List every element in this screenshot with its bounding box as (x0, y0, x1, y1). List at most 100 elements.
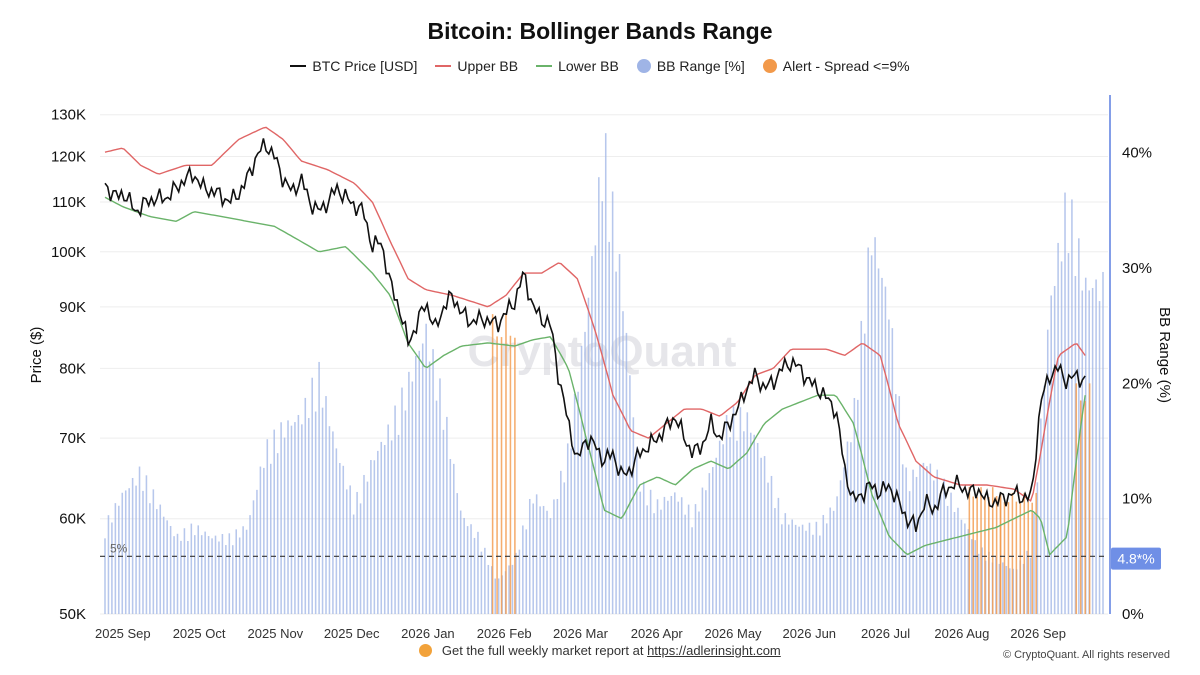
x-tick-label-4: 2026 Jan (401, 626, 455, 641)
bb-range-bar-279 (1067, 253, 1070, 614)
legend-item-2[interactable]: Lower BB (536, 58, 619, 74)
bb-range-bar-184 (739, 407, 742, 614)
bb-range-bar-181 (729, 437, 731, 614)
bb-range-bar-48 (269, 463, 272, 614)
bb-range-bar-179 (722, 444, 724, 614)
bb-range-bar-157 (646, 505, 648, 614)
bb-range-bar-177 (715, 457, 718, 614)
bb-range-bar-262 (1008, 568, 1011, 614)
bb-range-bar-17 (162, 516, 165, 614)
bb-range-bar-32 (214, 535, 217, 614)
x-tick-label-10: 2026 Jul (861, 626, 910, 641)
bb-range-bar-118 (511, 564, 514, 614)
bb-range-bar-243 (943, 478, 945, 614)
bb-range-bar-155 (639, 491, 642, 614)
bb-range-bar-261 (1005, 565, 1008, 614)
bb-range-bar-187 (749, 432, 752, 614)
bb-range-bar-104 (463, 517, 465, 614)
bb-range-bar-10 (138, 466, 141, 614)
bb-range-bar-16 (159, 504, 162, 614)
alert-bar-15 (999, 492, 1002, 614)
bb-range-bar-275 (1053, 285, 1056, 614)
bb-range-bar-83 (390, 440, 393, 614)
bb-range-bar-80 (380, 441, 383, 614)
bb-range-bar-117 (508, 565, 510, 614)
bb-range-bar-101 (453, 463, 455, 614)
bb-range-bar-221 (867, 247, 869, 614)
alert-bar-22 (1027, 501, 1030, 614)
legend-item-4[interactable]: Alert - Spread <=9% (762, 58, 910, 74)
bb-range-bar-79 (377, 450, 379, 614)
bb-range-bar-219 (860, 320, 863, 614)
legend-item-1[interactable]: Upper BB (435, 58, 518, 74)
bb-range-bar-86 (401, 387, 403, 614)
bb-range-bar-13 (149, 503, 151, 614)
bb-range-bar-204 (808, 522, 811, 614)
bb-range-bar-190 (760, 457, 762, 614)
bb-range-bar-210 (829, 507, 831, 614)
bb-range-bar-11 (142, 490, 144, 614)
bb-range-bar-224 (877, 268, 880, 614)
bb-range-bar-123 (528, 498, 531, 614)
y-axis-title: Price ($) (28, 327, 45, 384)
bb-range-bar-276 (1057, 242, 1059, 615)
bb-range-bar-35 (225, 545, 227, 614)
x-tick-label-12: 2026 Sep (1010, 626, 1066, 641)
x-tick-label-0: 2025 Sep (95, 626, 151, 641)
bb-range-bar-134 (566, 443, 569, 614)
bb-range-bar-163 (667, 500, 669, 614)
bb-range-bar-236 (919, 464, 921, 614)
bb-range-bar-174 (705, 490, 707, 614)
legend-item-3[interactable]: BB Range [%] (636, 58, 745, 74)
bb-range-bar-225 (881, 277, 883, 614)
bb-range-bar-131 (556, 498, 559, 614)
bb-range-bar-240 (933, 480, 935, 614)
bb-range-bar-270 (1036, 482, 1039, 614)
bb-range-bar-161 (660, 509, 662, 614)
bb-range-bar-43 (252, 500, 255, 614)
copyright: © CryptoQuant. All rights reserved (1002, 649, 1170, 661)
bb-range-bar-253 (977, 553, 980, 614)
footer-link[interactable]: https://adlerinsight.com (647, 643, 781, 658)
bb-range-bar-189 (756, 442, 759, 614)
legend-label-2: Lower BB (558, 58, 619, 74)
bb-range-bar-158 (649, 489, 652, 614)
legend-marker-3 (636, 59, 651, 73)
bb-range-bar-94 (428, 361, 431, 614)
alert-bar-12 (991, 487, 994, 614)
bb-range-bar-216 (850, 442, 852, 614)
bb-range-bar-78 (373, 460, 376, 614)
bb-range-bar-178 (718, 440, 721, 614)
bb-range-bar-25 (190, 523, 193, 614)
bb-range-bar-277 (1060, 261, 1063, 614)
alert-bar-23 (1031, 502, 1033, 614)
bb-range-bar-91 (418, 350, 421, 614)
bb-range-bar-260 (1002, 562, 1004, 614)
bb-range-bar-201 (798, 526, 800, 614)
bb-range-bar-97 (439, 378, 441, 614)
bb-range-bar-50 (276, 453, 279, 614)
current-range-badge-label: 4.8*% (1117, 551, 1154, 567)
bb-range-bar-222 (870, 255, 873, 615)
y2-axis-title: BB Range (%) (1156, 307, 1173, 403)
bb-range-bar-135 (570, 448, 572, 614)
bb-range-bar-85 (397, 434, 400, 614)
alert-bar-1 (496, 336, 498, 614)
bb-range-bar-173 (701, 487, 704, 614)
alert-bar-4 (509, 335, 512, 614)
bb-range-bar-234 (912, 469, 914, 614)
bb-range-bar-289 (1102, 271, 1104, 614)
bb-range-bar-149 (618, 254, 621, 614)
alert-bar-16 (1003, 501, 1006, 614)
bb-range-bar-248 (960, 519, 963, 614)
alert-bar-7 (972, 496, 975, 614)
y-tick-label-5: 100K (51, 244, 86, 261)
bb-range-bar-197 (784, 513, 787, 614)
bb-range-bar-76 (366, 481, 369, 614)
x-tick-label-8: 2026 May (704, 626, 762, 641)
bb-range-bar-169 (687, 504, 690, 614)
bb-range-bar-67 (335, 448, 338, 614)
bb-range-bar-273 (1046, 329, 1049, 614)
bb-range-bar-180 (725, 415, 728, 614)
legend-item-0[interactable]: BTC Price [USD] (290, 58, 417, 74)
